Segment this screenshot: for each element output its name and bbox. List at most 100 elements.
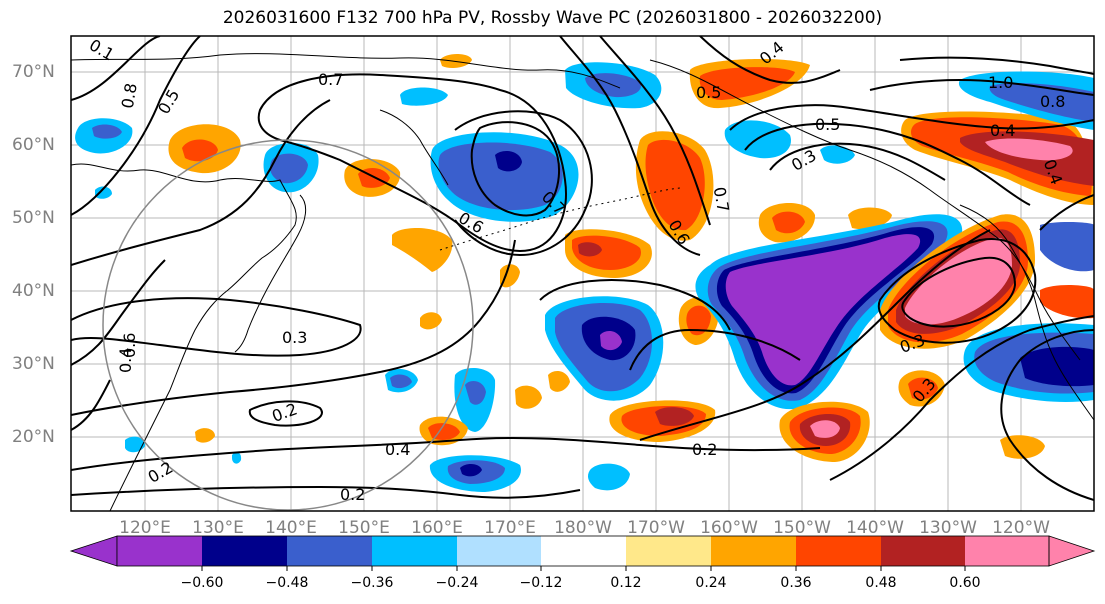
map-panel: 0.7 0.5 0.8 0.6 0.1 0.7 0.6 0.3 0.2 0.4 …: [71, 36, 1094, 511]
colorbar-extend-min: [69, 535, 118, 567]
pv-contour-line: [877, 238, 1037, 344]
pv-contour-line: [599, 36, 711, 226]
contour-label: 0.4: [385, 440, 410, 459]
siberia-coastline: [71, 53, 621, 89]
contour-label: 0.8: [1040, 92, 1065, 111]
negative-anomaly-blob: [725, 234, 921, 386]
negative-anomaly-blob: [820, 145, 855, 164]
positive-anomaly-blob: [908, 377, 938, 400]
lat-label: 70°N: [12, 62, 55, 82]
pv-contour-line: [1039, 194, 1094, 231]
lon-label: 180°W: [554, 518, 612, 538]
colorbar-bin: [711, 536, 796, 566]
pv-contour-line: [639, 229, 991, 441]
positive-anomaly-blob: [392, 228, 453, 272]
negative-anomaly-blob: [587, 463, 630, 491]
positive-anomaly-blob: [182, 139, 218, 162]
negative-anomaly-blob: [495, 150, 522, 172]
lat-label: 30°N: [12, 354, 55, 374]
colorbar-tick-label: 0.48: [865, 575, 897, 591]
contour-label: 0.7: [710, 185, 733, 213]
na-west-coastline: [959, 204, 1094, 421]
negative-anomaly-blob: [1020, 346, 1094, 387]
pv-contour-line: [744, 122, 1031, 206]
pv-contour-line: [71, 36, 161, 101]
positive-anomaly-blob: [515, 385, 542, 409]
pv-contour-line: [71, 239, 516, 416]
map-title: 2026031600 F132 700 hPa PV, Rossby Wave …: [222, 8, 883, 28]
lon-label: 140°W: [846, 518, 904, 538]
colorbar-bin: [881, 536, 965, 566]
contour-label: 0.2: [692, 440, 717, 459]
contour-label: 0.2: [340, 485, 365, 504]
pv-contour-line: [629, 328, 801, 371]
lat-label: 50°N: [12, 208, 55, 228]
colorbar-tick-label: 0.60: [949, 575, 981, 591]
negative-anomaly-blob: [125, 436, 145, 453]
colorbar-bin: [287, 536, 372, 566]
pv-anomaly-shading: [75, 54, 1094, 492]
colorbar-bin: [457, 536, 541, 566]
colorbar-bin: [796, 536, 881, 566]
pv-contour-line: [699, 36, 841, 84]
positive-anomaly-blob: [645, 139, 705, 231]
colorbar-extend-max: [1048, 535, 1096, 567]
pv-contour-line: [71, 36, 201, 216]
pv-contour-line: [454, 110, 593, 257]
lon-label: 140°E: [265, 518, 317, 538]
negative-anomaly-blob: [270, 153, 308, 184]
positive-anomaly-blob: [905, 237, 1012, 325]
contour-label: 0.6: [120, 333, 139, 358]
contour-label: 0.5: [696, 83, 721, 102]
pv-contour-line: [769, 142, 946, 181]
pv-contour-line: [71, 436, 821, 471]
positive-anomaly-blob: [500, 264, 520, 288]
colorbar-tick-label: 0.24: [695, 575, 727, 591]
colorbar-tick-label: 0.36: [780, 575, 812, 591]
kamchatka-coastline: [379, 109, 449, 186]
pv-contour-line: [1000, 329, 1094, 501]
pv-contour-line: [901, 256, 1017, 328]
colorbar-tick-label: −0.48: [265, 575, 309, 591]
positive-anomaly-blob: [848, 207, 892, 230]
coastlines: [71, 53, 1094, 511]
contour-label: 0.4: [990, 121, 1015, 140]
negative-anomaly-blob: [600, 330, 622, 351]
positive-anomaly-blob: [548, 370, 570, 392]
contour-label: 0.8: [118, 82, 141, 110]
positive-anomaly-blob: [420, 312, 442, 330]
pv-contour-line: [257, 73, 567, 252]
lon-label: 150°E: [338, 518, 390, 538]
map-border: [70, 35, 1095, 512]
pv-contour-line: [71, 99, 331, 266]
lat-label: 40°N: [12, 281, 55, 301]
contour-label: 0.4: [116, 348, 135, 373]
colorbar-tick-label: −0.60: [180, 575, 224, 591]
reference-circle: [102, 139, 474, 511]
colorbar-bin: [372, 536, 457, 566]
pv-contour-line: [248, 400, 323, 427]
lat-label: 20°N: [12, 427, 55, 447]
lon-label: 130°E: [192, 518, 244, 538]
negative-anomaly-blob: [95, 186, 112, 199]
positive-anomaly-blob: [699, 67, 795, 100]
lon-label: 170°E: [484, 518, 536, 538]
lon-label: 120°W: [992, 518, 1050, 538]
lon-label: 160°E: [411, 518, 463, 538]
pv-contour-line: [899, 56, 1094, 75]
aleutian-islands: [439, 187, 681, 251]
negative-anomaly-blob: [232, 452, 242, 464]
contour-label: 1.0: [988, 73, 1013, 92]
colorbar-tick-label: 0.12: [610, 575, 642, 591]
negative-anomaly-blob: [465, 380, 486, 405]
colorbar: [69, 535, 1096, 571]
colorbar-tick-label: −0.12: [519, 575, 563, 591]
colorbar-bin: [541, 536, 626, 566]
positive-anomaly-blob: [772, 211, 805, 234]
negative-anomaly-blob: [92, 124, 122, 139]
pv-contour-line: [729, 104, 1094, 131]
negative-anomaly-blob: [1040, 221, 1094, 272]
pv-contour-line: [470, 121, 561, 217]
positive-anomaly-blob: [985, 138, 1073, 161]
